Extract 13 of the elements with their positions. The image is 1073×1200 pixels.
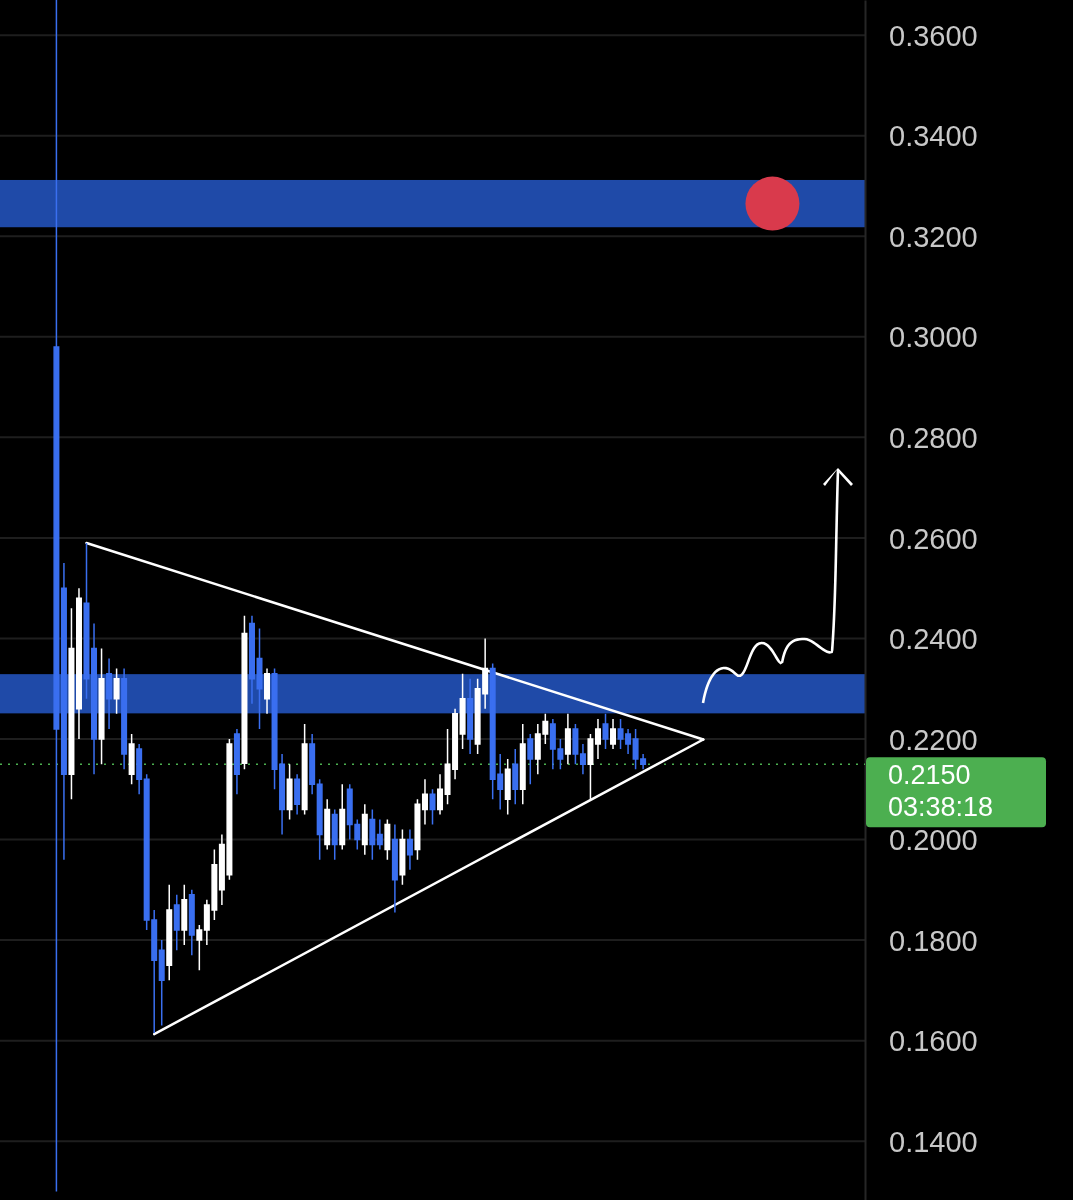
- y-tick-label: 0.1400: [889, 1125, 978, 1158]
- y-tick-label: 0.2600: [889, 522, 978, 555]
- y-tick-label: 0.1800: [889, 924, 978, 957]
- y-tick-label: 0.3000: [889, 321, 978, 354]
- y-tick-label: 0.2400: [889, 623, 978, 656]
- y-tick-label: 0.3400: [889, 120, 978, 153]
- y-tick-label: 0.2200: [889, 723, 978, 756]
- ref-line-label: 0.2150 03:38:18: [888, 760, 994, 823]
- y-tick-label: 0.1600: [889, 1025, 978, 1058]
- y-tick-label: 0.3200: [889, 220, 978, 253]
- y-tick-label: 0.2800: [889, 422, 978, 455]
- y-tick-label: 0.2000: [889, 824, 978, 857]
- y-tick-label: 0.3600: [889, 19, 978, 52]
